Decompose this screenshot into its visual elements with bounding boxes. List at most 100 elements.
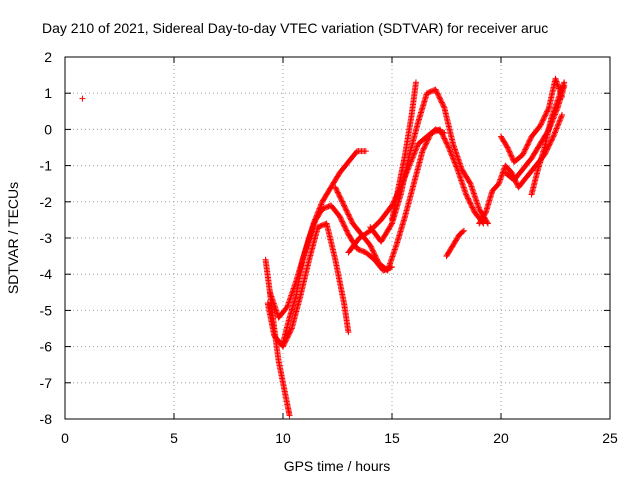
data-point [540,115,547,122]
y-tick-label: -7 [40,375,53,391]
data-point [420,145,427,152]
data-point [467,200,474,207]
data-point [413,144,420,151]
data-point [369,247,376,254]
data-point [341,202,348,209]
data-point [554,79,561,86]
data-point [550,109,557,116]
data-point [549,111,556,118]
data-point [286,412,293,419]
data-point [497,175,504,182]
y-tick-label: -8 [40,411,53,427]
data-point [343,227,350,234]
data-point [553,125,560,132]
data-point [370,249,377,256]
y-tick-label: -1 [40,158,53,174]
data-point [339,198,346,205]
data-point [527,136,534,143]
data-point [446,145,453,152]
data-point [338,217,345,224]
data-point [509,155,516,162]
data-point [332,184,339,191]
data-point [558,91,565,98]
data-point [466,198,473,205]
x-tick-label: 25 [602,430,618,446]
x-tick-label: 20 [493,430,509,446]
data-point [541,113,548,120]
data-point [342,206,349,213]
y-tick-label: -2 [40,194,53,210]
data-point [507,151,514,158]
data-point [553,126,560,133]
data-point [306,233,313,240]
data-point [438,99,445,106]
data-point [434,90,441,97]
x-axis-label: GPS time / hours [284,458,391,474]
data-point [318,200,325,207]
data-point [503,143,510,150]
data-point [550,132,557,139]
data-point [317,202,324,209]
data-point [525,140,532,147]
data-point [549,134,556,141]
data-point [340,201,347,208]
data-point [554,81,561,88]
data-point [339,199,346,206]
data-point [465,196,472,203]
data-point [513,180,520,187]
data-point [497,176,504,183]
data-point [498,173,505,180]
data-point [337,194,344,201]
data-point [484,220,491,227]
data-point [521,149,528,156]
data-point [559,111,566,118]
data-point [345,329,352,336]
data-point [508,169,515,176]
data-point [550,133,557,140]
data-point [344,210,351,217]
data-point [374,257,381,264]
data-point [339,218,346,225]
data-point [286,329,293,336]
data-point [448,152,455,159]
data-point [341,223,348,230]
data-point [440,134,447,141]
data-point [440,103,447,110]
data-point [438,98,445,105]
data-points [79,75,568,419]
data-point [344,208,351,215]
data-point [559,93,566,100]
data-point [444,141,451,148]
data-point [435,91,442,98]
data-point [463,191,470,198]
data-point [555,121,562,128]
data-point [337,214,344,221]
data-point [519,151,526,158]
data-point [556,86,563,93]
data-point [312,218,319,225]
data-point [551,107,558,114]
data-point [336,192,343,199]
y-tick-label: -4 [40,266,53,282]
y-tick-label: -5 [40,302,53,318]
data-point [553,101,560,108]
data-point [337,215,344,222]
data-point [423,140,430,147]
data-point [286,330,293,337]
data-point [544,107,551,114]
data-point [310,222,317,229]
data-point [332,185,339,192]
data-point [421,144,428,151]
data-point [307,232,314,239]
data-point [433,87,440,94]
data-point [556,118,563,125]
x-tick-labels: 0 5 10 15 20 25 [61,430,618,446]
data-point [335,190,342,197]
data-point [538,120,545,127]
data-point [459,228,466,235]
data-point [542,111,549,118]
data-point [288,326,295,333]
data-point [556,85,563,92]
y-tick-label: -3 [40,230,53,246]
data-point [557,114,564,121]
